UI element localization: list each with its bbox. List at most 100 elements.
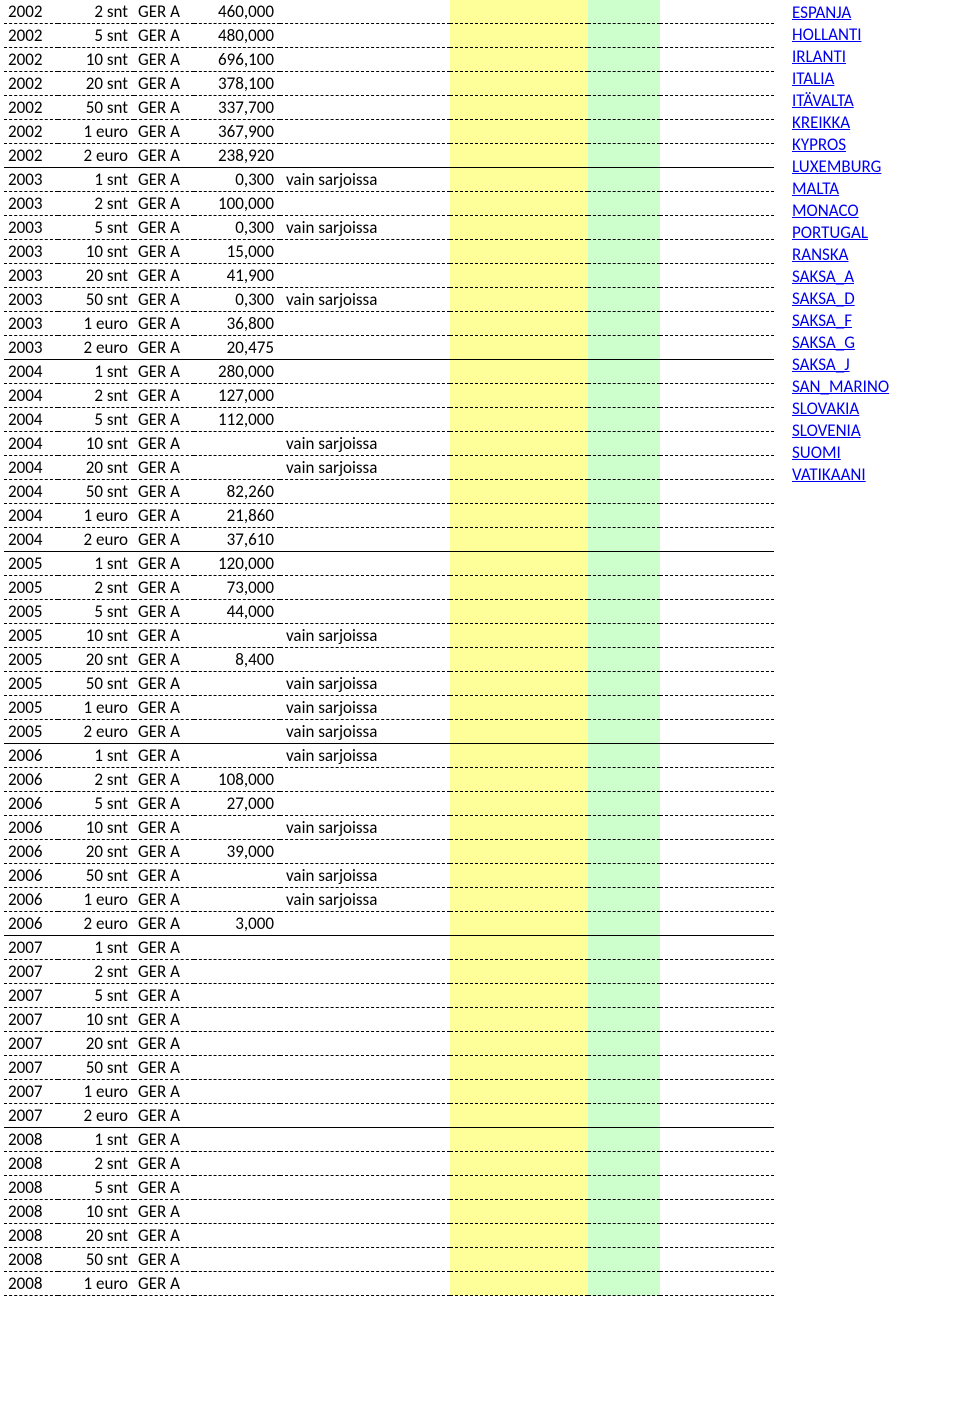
country-link[interactable]: ITALIA xyxy=(792,68,889,90)
country-link[interactable]: LUXEMBURG xyxy=(792,156,889,178)
table-row: 20072 euroGER A xyxy=(4,1104,774,1128)
cell-year: 2005 xyxy=(4,720,58,744)
cell-amount xyxy=(194,1008,280,1032)
cell-year: 2005 xyxy=(4,552,58,576)
cell-year: 2002 xyxy=(4,24,58,48)
cell-note xyxy=(280,1272,450,1296)
cell-green xyxy=(588,792,660,816)
country-link[interactable]: SLOVENIA xyxy=(792,420,889,442)
cell-country: GER A xyxy=(134,1104,194,1128)
cell-year: 2006 xyxy=(4,768,58,792)
cell-year: 2007 xyxy=(4,936,58,960)
table-row: 200410 sntGER Avain sarjoissa xyxy=(4,432,774,456)
country-link[interactable]: MONACO xyxy=(792,200,889,222)
cell-amount: 39,000 xyxy=(194,840,280,864)
country-link[interactable]: ESPANJA xyxy=(792,2,889,24)
cell-amount: 0,300 xyxy=(194,288,280,312)
cell-trailing xyxy=(660,24,774,48)
cell-yellow xyxy=(450,816,588,840)
cell-amount: 100,000 xyxy=(194,192,280,216)
country-link[interactable]: ITÄVALTA xyxy=(792,90,889,112)
table-row: 200820 sntGER A xyxy=(4,1224,774,1248)
country-link[interactable]: SAKSA_F xyxy=(792,310,889,332)
cell-denom: 10 snt xyxy=(58,624,134,648)
cell-denom: 2 euro xyxy=(58,144,134,168)
cell-year: 2005 xyxy=(4,672,58,696)
cell-green xyxy=(588,432,660,456)
cell-yellow xyxy=(450,120,588,144)
cell-green xyxy=(588,1176,660,1200)
table-row: 20062 euroGER A3,000 xyxy=(4,912,774,936)
cell-country: GER A xyxy=(134,1200,194,1224)
cell-green xyxy=(588,192,660,216)
table-row: 20042 sntGER A127,000 xyxy=(4,384,774,408)
cell-note: vain sarjoissa xyxy=(280,624,450,648)
cell-green xyxy=(588,96,660,120)
cell-trailing xyxy=(660,864,774,888)
cell-trailing xyxy=(660,960,774,984)
cell-yellow xyxy=(450,552,588,576)
cell-country: GER A xyxy=(134,288,194,312)
cell-amount xyxy=(194,1128,280,1152)
cell-denom: 10 snt xyxy=(58,1008,134,1032)
cell-green xyxy=(588,0,660,24)
cell-country: GER A xyxy=(134,888,194,912)
cell-year: 2007 xyxy=(4,960,58,984)
cell-denom: 1 euro xyxy=(58,120,134,144)
cell-country: GER A xyxy=(134,24,194,48)
cell-year: 2006 xyxy=(4,744,58,768)
country-link[interactable]: SAN_MARINO xyxy=(792,376,889,398)
cell-green xyxy=(588,408,660,432)
table-row: 20052 sntGER A73,000 xyxy=(4,576,774,600)
country-link[interactable]: KREIKKA xyxy=(792,112,889,134)
cell-trailing xyxy=(660,480,774,504)
country-link[interactable]: SLOVAKIA xyxy=(792,398,889,420)
table-row: 20045 sntGER A112,000 xyxy=(4,408,774,432)
country-link[interactable]: SAKSA_D xyxy=(792,288,889,310)
country-link[interactable]: SAKSA_J xyxy=(792,354,889,376)
country-link[interactable]: RANSKA xyxy=(792,244,889,266)
cell-year: 2007 xyxy=(4,1056,58,1080)
cell-trailing xyxy=(660,600,774,624)
cell-trailing xyxy=(660,912,774,936)
table-row: 20085 sntGER A xyxy=(4,1176,774,1200)
cell-country: GER A xyxy=(134,240,194,264)
country-link[interactable]: HOLLANTI xyxy=(792,24,889,46)
cell-note: vain sarjoissa xyxy=(280,288,450,312)
country-link[interactable]: KYPROS xyxy=(792,134,889,156)
cell-amount: 460,000 xyxy=(194,0,280,24)
cell-yellow xyxy=(450,528,588,552)
cell-amount: 127,000 xyxy=(194,384,280,408)
cell-yellow xyxy=(450,672,588,696)
table-row: 20071 euroGER A xyxy=(4,1080,774,1104)
cell-country: GER A xyxy=(134,1008,194,1032)
cell-denom: 2 snt xyxy=(58,192,134,216)
cell-trailing xyxy=(660,1224,774,1248)
cell-yellow xyxy=(450,168,588,192)
country-link[interactable]: SAKSA_G xyxy=(792,332,889,354)
cell-note xyxy=(280,528,450,552)
country-link[interactable]: SAKSA_A xyxy=(792,266,889,288)
cell-country: GER A xyxy=(134,1224,194,1248)
cell-country: GER A xyxy=(134,576,194,600)
cell-country: GER A xyxy=(134,840,194,864)
country-link[interactable]: MALTA xyxy=(792,178,889,200)
country-link[interactable]: SUOMI xyxy=(792,442,889,464)
cell-country: GER A xyxy=(134,552,194,576)
cell-note: vain sarjoissa xyxy=(280,864,450,888)
cell-denom: 1 euro xyxy=(58,888,134,912)
cell-yellow xyxy=(450,144,588,168)
table-region: 20022 sntGER A460,00020025 sntGER A480,0… xyxy=(0,0,774,1296)
cell-note xyxy=(280,1248,450,1272)
cell-denom: 20 snt xyxy=(58,840,134,864)
cell-amount: 0,300 xyxy=(194,216,280,240)
country-link[interactable]: IRLANTI xyxy=(792,46,889,68)
table-row: 200850 sntGER A xyxy=(4,1248,774,1272)
country-link[interactable]: PORTUGAL xyxy=(792,222,889,244)
country-link[interactable]: VATIKAANI xyxy=(792,464,889,486)
cell-trailing xyxy=(660,1128,774,1152)
cell-green xyxy=(588,768,660,792)
table-row: 20072 sntGER A xyxy=(4,960,774,984)
cell-country: GER A xyxy=(134,1272,194,1296)
cell-denom: 20 snt xyxy=(58,1032,134,1056)
